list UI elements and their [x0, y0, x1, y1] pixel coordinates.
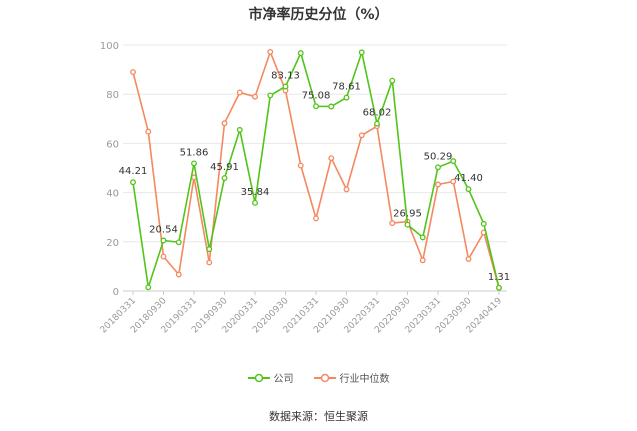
data-label: 83.13 — [271, 71, 300, 82]
series-point-1 — [252, 93, 258, 100]
data-label: 78.61 — [332, 82, 361, 93]
chart-title: 市净率历史分位（%） — [248, 7, 389, 23]
y-tick-label: 60 — [106, 139, 119, 150]
y-tick-label: 20 — [106, 238, 119, 249]
series-point-1 — [389, 220, 396, 227]
series-point-0 — [297, 50, 304, 57]
series-point-0 — [328, 103, 335, 110]
series-point-0 — [252, 199, 258, 206]
series-point-0 — [175, 239, 182, 246]
series-point-0 — [358, 49, 365, 56]
legend-label-company: 公司 — [273, 374, 294, 385]
data-label: 45.91 — [210, 162, 239, 173]
chart-plot: 0204060801002018033120180930201903312019… — [99, 41, 510, 336]
series-point-1 — [267, 48, 274, 55]
data-label: 50.29 — [424, 151, 453, 162]
y-tick-label: 0 — [113, 287, 119, 298]
series-point-0 — [480, 220, 487, 227]
series-point-1 — [236, 89, 243, 96]
series-point-1 — [435, 181, 441, 188]
series-point-0 — [313, 103, 319, 110]
series-point-1 — [297, 162, 304, 169]
y-tick-label: 100 — [100, 41, 119, 52]
series-point-0 — [191, 160, 197, 167]
series-point-1 — [358, 132, 365, 139]
legend-marker-company — [247, 373, 270, 382]
series-point-0 — [496, 284, 502, 291]
series-point-1 — [206, 259, 213, 266]
series-point-0 — [267, 92, 274, 99]
series-point-0 — [160, 237, 167, 244]
legend-marker-industry — [313, 373, 336, 382]
data-label: 1.31 — [488, 272, 510, 283]
series-point-1 — [130, 69, 136, 76]
data-label: 41.40 — [454, 173, 483, 184]
series-point-0 — [435, 164, 441, 171]
series-point-1 — [313, 215, 319, 222]
legend-label-industry: 行业中位数 — [339, 374, 390, 385]
series-point-0 — [450, 158, 457, 165]
series-point-1 — [221, 120, 228, 127]
series-point-1 — [343, 186, 350, 193]
series-point-1 — [465, 256, 472, 262]
data-label: 51.86 — [180, 147, 209, 158]
series-point-0 — [404, 221, 411, 228]
series-point-0 — [236, 126, 243, 133]
series-point-0 — [221, 175, 228, 182]
series-point-1 — [175, 271, 182, 278]
data-label: 35.84 — [241, 187, 270, 198]
series-line-1 — [132, 49, 500, 289]
y-tick-label: 40 — [106, 189, 119, 200]
data-label: 75.08 — [302, 90, 331, 101]
legend-item-company[interactable]: 公司 — [247, 370, 294, 385]
series-point-1 — [145, 128, 152, 135]
series-point-0 — [145, 284, 152, 291]
series-point-0 — [282, 83, 289, 90]
series-point-0 — [374, 120, 380, 127]
series-point-0 — [465, 186, 472, 193]
series-point-0 — [206, 246, 213, 253]
y-tick-label: 80 — [106, 90, 119, 101]
series-point-1 — [160, 253, 167, 260]
series-point-1 — [328, 155, 335, 162]
source-note: 数据来源：恒生聚源 — [269, 410, 368, 423]
series-point-0 — [389, 77, 396, 84]
series-point-1 — [450, 178, 457, 185]
data-label: 20.54 — [149, 224, 178, 235]
data-label: 44.21 — [119, 166, 148, 177]
data-label: 68.02 — [363, 108, 392, 119]
legend-item-industry[interactable]: 行业中位数 — [313, 370, 390, 385]
series-point-0 — [130, 179, 136, 186]
series-line-0 — [132, 49, 500, 288]
series-point-1 — [419, 257, 426, 264]
series-point-0 — [343, 94, 350, 101]
series-point-0 — [419, 234, 426, 241]
data-label: 26.95 — [393, 209, 422, 220]
legend: 公司 行业中位数 — [0, 370, 637, 385]
